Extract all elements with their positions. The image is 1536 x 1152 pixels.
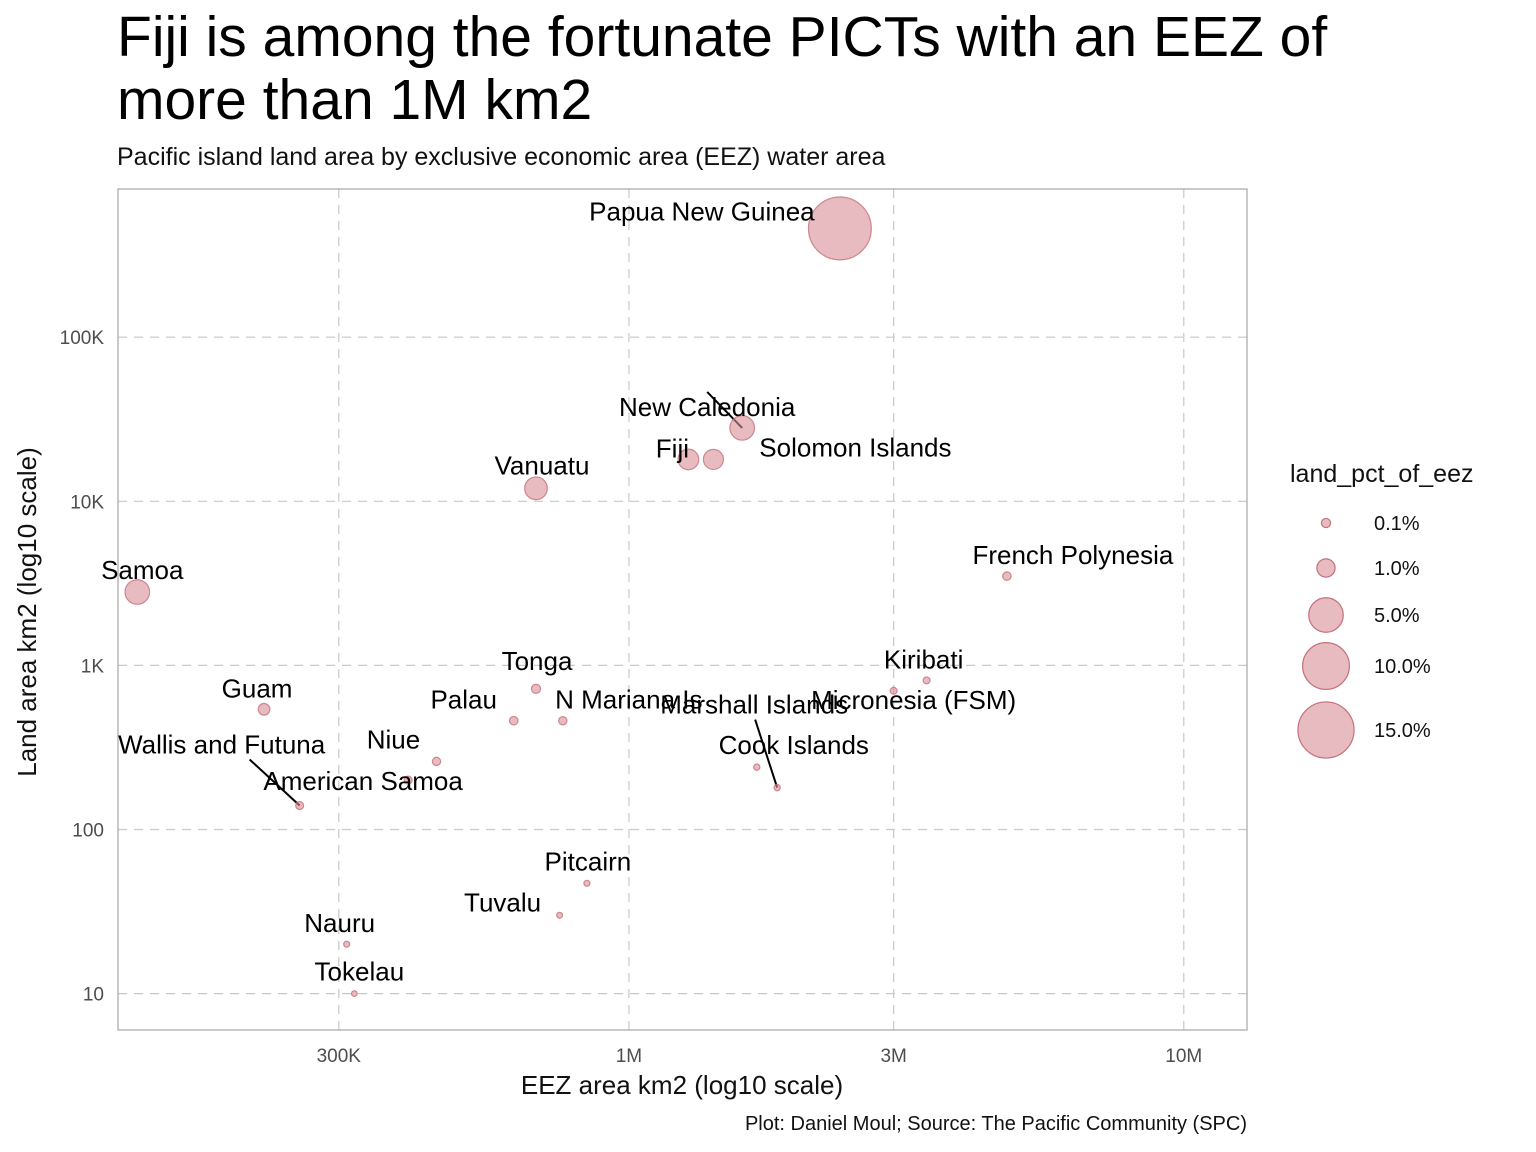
legend-key-15-0pct — [1297, 701, 1355, 759]
point-tonga — [530, 683, 542, 694]
legend-label-15-0pct: 15.0% — [1374, 720, 1431, 742]
label-guam: Guam — [222, 673, 293, 703]
label-papua-new-guinea: Papua New Guinea — [589, 196, 815, 226]
point-american-samoa — [403, 775, 413, 785]
x-tick-label: 10M — [1165, 1046, 1202, 1067]
label-kiribati: Kiribati — [884, 644, 963, 674]
label-wallis-and-futuna: Wallis and Futuna — [118, 730, 326, 760]
point-guam — [257, 702, 271, 716]
label-niue: Niue — [367, 724, 420, 754]
x-axis-title: EEZ area km2 (log10 scale) — [521, 1070, 843, 1100]
label-nauru: Nauru — [304, 908, 375, 938]
label-tonga: Tonga — [502, 646, 573, 676]
x-tick-label: 3M — [880, 1046, 906, 1067]
label-american-samoa: American Samoa — [263, 766, 463, 796]
point-cook-islands — [753, 763, 761, 771]
size-legend: land_pct_of_eez 0.1% 1.0% 5.0% 10.0% 15.0% — [1290, 460, 1473, 759]
x-tick-label: 1M — [616, 1046, 642, 1067]
y-tick-label: 100 — [72, 820, 104, 841]
y-tick-label: 10K — [70, 492, 104, 513]
point-n-mariana-is — [558, 716, 568, 726]
point-papua-new-guinea — [807, 196, 872, 261]
point-marshall-islands — [773, 783, 781, 792]
label-samoa: Samoa — [101, 555, 184, 585]
point-micronesia-fsm — [889, 686, 898, 695]
label-french-polynesia: French Polynesia — [972, 540, 1173, 570]
chart-title: Fiji is among the fortunate PICTs with a… — [117, 5, 1328, 132]
y-tick-label: 1K — [81, 656, 105, 677]
label-new-caledonia: New Caledonia — [619, 392, 796, 422]
label-micronesia-fsm: Micronesia (FSM) — [811, 685, 1016, 715]
legend-key-1-0pct — [1316, 558, 1336, 578]
label-vanuatu: Vanuatu — [495, 450, 590, 480]
point-new-caledonia — [729, 415, 756, 441]
point-samoa — [124, 579, 151, 605]
axis-ticks: 300K 1M 3M 10M 10 100 1K 10K 100K — [60, 328, 1203, 1067]
point-labels: Papua New Guinea New Caledonia Solomon Isl… — [101, 196, 1174, 986]
y-axis-title: Land area km2 (log10 scale) — [12, 447, 42, 777]
point-palau — [508, 715, 519, 726]
point-vanuatu — [524, 476, 548, 501]
point-nauru — [343, 940, 351, 948]
label-n-mariana-is: N Mariana Is — [555, 685, 702, 715]
leader-wallis-and-futuna — [248, 758, 301, 807]
label-marshall-islands: Marshall Islands — [660, 690, 848, 720]
chart-caption: Plot: Daniel Moul; Source: The Pacific C… — [744, 1113, 1247, 1135]
chart-subtitle: Pacific island land area by exclusive ec… — [117, 143, 886, 171]
legend-label-10-0pct: 10.0% — [1374, 656, 1431, 678]
plot-panel — [117, 188, 1248, 1031]
legend-label-5-0pct: 5.0% — [1374, 605, 1420, 627]
y-tick-label: 10 — [83, 985, 104, 1006]
legend-key-0-1pct — [1320, 517, 1332, 529]
point-solomon-islands — [702, 448, 725, 471]
point-tokelau — [350, 990, 358, 998]
legend-title: land_pct_of_eez — [1290, 460, 1473, 488]
point-kiribati — [922, 676, 931, 685]
point-tuvalu — [556, 911, 564, 919]
grid-lines — [118, 189, 1247, 1030]
point-french-polynesia — [1002, 571, 1012, 581]
point-fiji — [677, 448, 700, 471]
point-wallis-and-futuna — [295, 800, 305, 811]
leader-marshall-islands — [754, 719, 779, 788]
point-pitcairn — [583, 879, 591, 887]
legend-label-0-1pct: 0.1% — [1374, 513, 1420, 535]
legend-label-1-0pct: 1.0% — [1374, 558, 1420, 580]
point-niue — [431, 756, 442, 767]
legend-key-5-0pct — [1308, 597, 1344, 633]
label-palau: Palau — [430, 685, 497, 715]
label-solomon-islands: Solomon Islands — [759, 432, 951, 462]
label-tokelau: Tokelau — [315, 957, 405, 987]
label-tuvalu: Tuvalu — [464, 887, 541, 917]
legend-key-10-0pct — [1302, 642, 1350, 690]
label-fiji: Fiji — [656, 433, 689, 463]
x-tick-label: 300K — [317, 1046, 362, 1067]
data-points — [124, 196, 1012, 998]
label-pitcairn: Pitcairn — [545, 846, 632, 876]
y-tick-label: 100K — [60, 328, 105, 349]
label-cook-islands: Cook Islands — [719, 730, 869, 760]
